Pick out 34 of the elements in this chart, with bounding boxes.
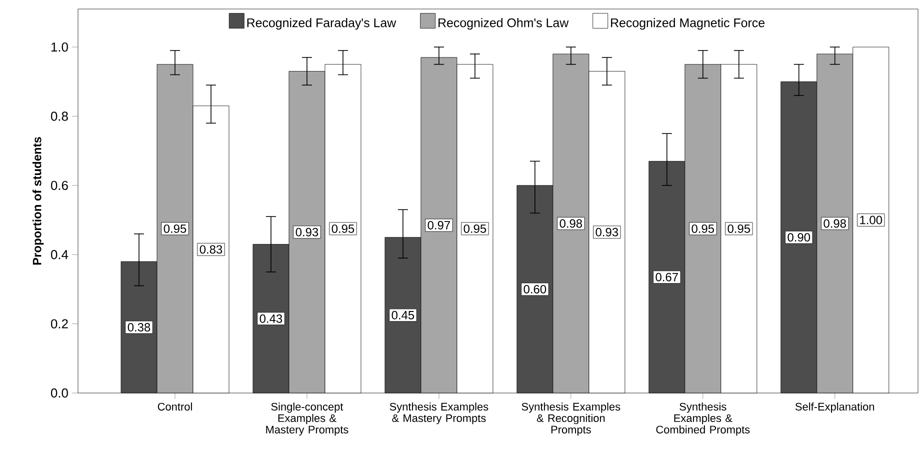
y-tick-label: 1.0 (51, 42, 68, 52)
y-tick-label: 0.8 (50, 112, 68, 121)
data-label: 1.00 (860, 216, 882, 224)
y-axis-title: Proportion of students (32, 137, 44, 265)
data-label: 0.60 (524, 284, 546, 294)
x-tick-label: Synthesis Examples & Recognition Prompts (522, 402, 620, 436)
data-label: 0.98 (560, 219, 582, 228)
data-label: 0.43 (260, 314, 282, 323)
data-label: 0.93 (596, 228, 618, 236)
x-tick-label: Self-Explanation (795, 402, 874, 413)
y-tick-label: 0.6 (50, 180, 68, 190)
data-label: 0.95 (728, 224, 750, 233)
data-label: 0.93 (296, 228, 318, 236)
x-tick-label: Synthesis Examples & Combined Prompts (656, 402, 750, 436)
legend-label: Recognized Ohm's Law (438, 18, 569, 30)
y-tick-label: 0.2 (50, 319, 68, 328)
legend-label: Recognized Faraday's Law (247, 18, 396, 30)
x-tick-label: Control (158, 402, 192, 411)
data-label: 0.95 (332, 224, 354, 233)
data-label: 0.45 (392, 310, 414, 320)
data-label: 0.97 (428, 220, 450, 230)
data-label: 0.67 (656, 272, 678, 282)
data-label: 0.95 (164, 224, 186, 233)
data-label: 0.98 (824, 219, 846, 228)
y-tick-label: 0.4 (50, 250, 68, 260)
data-label: 0.95 (692, 224, 714, 233)
data-label: 0.95 (464, 224, 486, 233)
y-tick-label: 0.0 (50, 388, 68, 398)
x-tick-label: Single-concept Examples & Mastery Prompts (266, 402, 348, 436)
data-label: 0.83 (200, 245, 222, 254)
data-label: 0.38 (128, 323, 150, 332)
legend-label: Recognized Magnetic Force (611, 18, 764, 30)
x-tick-label: Synthesis Examples & Mastery Prompts (390, 402, 488, 424)
data-label: 0.90 (788, 233, 810, 242)
